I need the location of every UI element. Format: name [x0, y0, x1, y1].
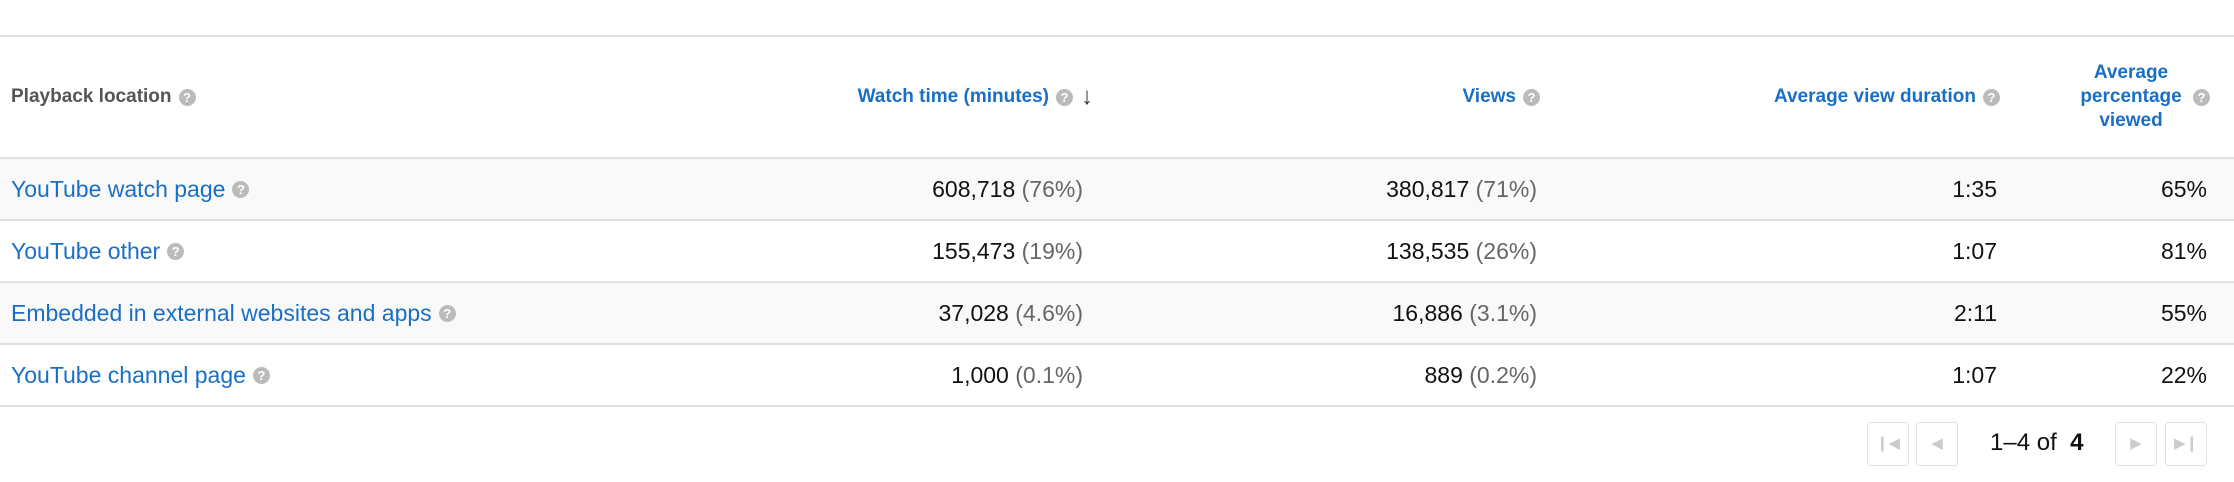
table-row: YouTube other? 155,473 (19%) 138,535 (26%)…	[0, 221, 2234, 283]
previous-page-button[interactable]: ◀	[1916, 422, 1958, 466]
header-label[interactable]: Views	[1462, 86, 1516, 107]
watch-time-value: 155,473	[932, 238, 1016, 264]
watch-time-cell: 1,000 (0.1%)	[951, 345, 1083, 405]
views-percent: (71%)	[1475, 176, 1537, 202]
help-icon[interactable]: ?	[178, 88, 196, 106]
table-header: Playback location? Watch time (minutes)?…	[0, 37, 2234, 159]
views-cell: 889 (0.2%)	[1424, 345, 1537, 405]
watch-time-value: 1,000	[951, 362, 1009, 388]
watch-time-percent: (4.6%)	[1015, 300, 1083, 326]
watch-time-cell: 155,473 (19%)	[932, 221, 1083, 281]
views-cell: 16,886 (3.1%)	[1393, 283, 1538, 343]
header-watch-time[interactable]: Watch time (minutes)? ↓	[858, 37, 1093, 157]
views-cell: 380,817 (71%)	[1386, 159, 1537, 219]
help-icon[interactable]: ?	[438, 304, 456, 322]
pagination-of: of	[2036, 429, 2057, 456]
top-divider	[0, 35, 2234, 37]
first-page-button[interactable]: ❙◀	[1867, 422, 1909, 466]
playback-location-link[interactable]: Embedded in external websites and apps?	[11, 283, 456, 343]
playback-location-link[interactable]: YouTube other?	[11, 221, 185, 281]
help-icon[interactable]: ?	[167, 242, 185, 260]
help-icon[interactable]: ?	[2193, 88, 2210, 106]
help-icon[interactable]: ?	[232, 180, 250, 198]
help-icon[interactable]: ?	[1983, 88, 2000, 106]
views-cell: 138,535 (26%)	[1386, 221, 1537, 281]
first-page-icon: ❙◀	[1875, 435, 1901, 452]
views-value: 138,535	[1386, 238, 1470, 264]
views-value: 889	[1424, 362, 1463, 388]
views-value: 380,817	[1386, 176, 1470, 202]
watch-time-percent: (0.1%)	[1015, 362, 1083, 388]
views-value: 16,886	[1392, 300, 1463, 326]
location-label[interactable]: YouTube watch page	[11, 176, 226, 202]
watch-time-value: 608,718	[932, 176, 1016, 202]
arrow-down-icon: ↓	[1081, 83, 1093, 110]
watch-time-percent: (76%)	[1021, 176, 1083, 202]
help-icon[interactable]: ?	[1523, 88, 1540, 106]
table-row: Embedded in external websites and apps? 3…	[0, 283, 2234, 345]
views-percent: (3.1%)	[1469, 300, 1537, 326]
header-playback-location: Playback location?	[11, 37, 196, 157]
header-label[interactable]: Average percentage viewed	[2080, 62, 2182, 131]
pagination-range: 1–4	[1990, 429, 2031, 456]
pagination-status: 1–4 of 4	[1990, 422, 2083, 464]
average-view-duration-cell: 1:35	[1952, 176, 1997, 202]
location-label[interactable]: YouTube other	[11, 238, 161, 264]
header-label: Playback location	[11, 86, 172, 107]
playback-location-link[interactable]: YouTube channel page?	[11, 345, 270, 405]
help-icon[interactable]: ?	[252, 366, 270, 384]
average-percentage-cell: 22%	[2160, 362, 2207, 388]
table-row: YouTube watch page? 608,718 (76%) 380,817 …	[0, 159, 2234, 221]
views-percent: (26%)	[1475, 238, 1537, 264]
last-page-icon: ▶❙	[2173, 435, 2199, 452]
views-percent: (0.2%)	[1469, 362, 1537, 388]
header-label[interactable]: Average view duration	[1773, 86, 1976, 107]
watch-time-percent: (19%)	[1021, 238, 1083, 264]
last-page-button[interactable]: ▶❙	[2165, 422, 2207, 466]
playback-location-link[interactable]: YouTube watch page?	[11, 159, 250, 219]
watch-time-value: 37,028	[938, 300, 1009, 326]
average-percentage-cell: 55%	[2160, 300, 2207, 326]
watch-time-cell: 37,028 (4.6%)	[939, 283, 1084, 343]
header-views[interactable]: Views?	[1462, 37, 1540, 157]
watch-time-cell: 608,718 (76%)	[932, 159, 1083, 219]
next-page-icon: ▶	[2130, 435, 2142, 452]
next-page-button[interactable]: ▶	[2115, 422, 2157, 466]
average-percentage-cell: 65%	[2160, 176, 2207, 202]
header-average-percentage-viewed[interactable]: Average percentage viewed?	[2076, 37, 2210, 157]
header-label[interactable]: Watch time (minutes)	[857, 86, 1049, 107]
location-label[interactable]: Embedded in external websites and apps	[11, 300, 432, 326]
previous-page-icon: ◀	[1931, 435, 1943, 452]
average-percentage-cell: 81%	[2160, 238, 2207, 264]
average-view-duration-cell: 2:11	[1953, 300, 1997, 326]
table-row: YouTube channel page? 1,000 (0.1%) 889 (0.…	[0, 345, 2234, 407]
average-view-duration-cell: 1:07	[1952, 362, 1997, 388]
average-view-duration-cell: 1:07	[1952, 238, 1997, 264]
header-average-view-duration[interactable]: Average view duration?	[1774, 37, 2000, 157]
location-label[interactable]: YouTube channel page	[11, 362, 246, 388]
pagination-total: 4	[2070, 429, 2084, 456]
help-icon[interactable]: ?	[1056, 88, 1073, 106]
